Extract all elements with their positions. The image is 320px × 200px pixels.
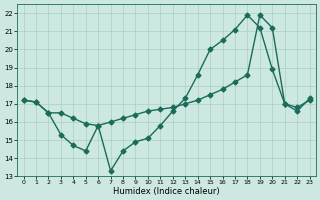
X-axis label: Humidex (Indice chaleur): Humidex (Indice chaleur) bbox=[113, 187, 220, 196]
